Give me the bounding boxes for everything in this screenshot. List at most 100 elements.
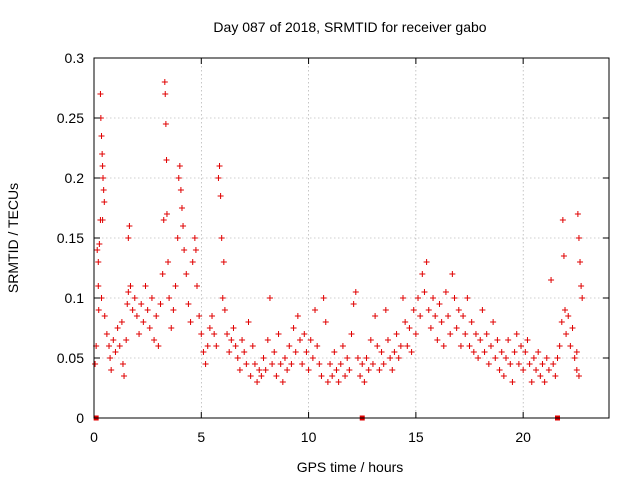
data-point — [157, 301, 164, 307]
data-point — [176, 163, 183, 169]
data-point — [260, 355, 267, 361]
data-point — [481, 349, 488, 355]
data-point — [556, 343, 563, 349]
chart-title: Day 087 of 2018, SRMTID for receiver gab… — [213, 19, 486, 35]
data-point — [451, 295, 458, 301]
data-point — [380, 361, 387, 367]
data-point — [269, 361, 276, 367]
data-point — [110, 337, 117, 343]
data-point — [560, 253, 567, 259]
data-point — [496, 367, 503, 373]
data-point — [419, 271, 426, 277]
grid-layer — [94, 58, 609, 418]
data-point — [447, 331, 454, 337]
data-point — [299, 361, 306, 367]
data-point — [178, 205, 185, 211]
data-point — [382, 307, 389, 313]
data-point — [99, 217, 106, 223]
data-point — [559, 217, 566, 223]
data-point — [389, 367, 396, 373]
data-point — [146, 325, 153, 331]
data-point — [574, 211, 581, 217]
data-point — [136, 331, 143, 337]
data-point — [314, 343, 321, 349]
data-point — [189, 259, 196, 265]
data-point — [348, 331, 355, 337]
data-point — [425, 307, 432, 313]
data-point — [372, 313, 379, 319]
data-point — [400, 295, 406, 301]
data-point — [520, 367, 527, 373]
data-point — [175, 175, 182, 181]
data-point — [95, 259, 102, 265]
data-point — [275, 331, 282, 337]
data-point — [384, 337, 391, 343]
data-point — [558, 319, 565, 325]
data-point — [573, 349, 580, 355]
data-point — [281, 355, 288, 361]
data-point — [554, 355, 561, 361]
data-point — [243, 361, 250, 367]
data-point — [548, 277, 555, 283]
data-point — [397, 343, 404, 349]
data-point — [98, 133, 105, 139]
data-point — [541, 379, 548, 385]
data-point — [457, 343, 464, 349]
data-point — [498, 349, 505, 355]
data-point — [202, 361, 209, 367]
data-point — [279, 379, 286, 385]
data-point — [309, 355, 316, 361]
data-point — [346, 367, 353, 373]
data-point — [256, 367, 263, 373]
data-point — [526, 361, 533, 367]
data-point — [290, 325, 297, 331]
data-point — [303, 349, 310, 355]
data-point — [251, 361, 258, 367]
x-tick-label: 20 — [515, 429, 531, 445]
data-point — [266, 295, 273, 301]
data-point — [453, 325, 460, 331]
data-point — [262, 367, 269, 373]
data-point — [174, 235, 181, 241]
data-point — [339, 343, 346, 349]
data-point — [301, 331, 308, 337]
x-tick-label: 10 — [301, 429, 317, 445]
data-point — [312, 307, 319, 313]
data-point — [159, 271, 166, 277]
data-point — [518, 343, 525, 349]
data-point — [118, 319, 125, 325]
data-point — [194, 283, 200, 289]
data-point — [106, 343, 113, 349]
data-point — [249, 343, 256, 349]
y-tick-label: 0.15 — [57, 230, 84, 246]
data-point — [101, 313, 108, 319]
data-point — [550, 361, 557, 367]
y-tick-label: 0.25 — [57, 110, 84, 126]
data-point — [449, 271, 456, 277]
data-point — [337, 361, 344, 367]
x-tick-label: 0 — [90, 429, 98, 445]
data-point — [494, 337, 501, 343]
data-point — [191, 235, 198, 241]
data-point — [95, 307, 102, 313]
data-point — [436, 301, 443, 307]
data-point — [264, 337, 271, 343]
data-point — [320, 295, 327, 301]
data-point — [138, 301, 145, 307]
data-point — [507, 361, 514, 367]
data-point — [524, 337, 531, 343]
data-point — [180, 223, 187, 229]
data-point — [163, 157, 170, 163]
data-point — [530, 355, 537, 361]
data-point — [284, 367, 291, 373]
data-point — [273, 373, 280, 379]
data-point — [234, 355, 241, 361]
data-point — [114, 325, 121, 331]
data-point — [318, 373, 325, 379]
data-point — [468, 319, 475, 325]
x-tick-label: 15 — [408, 429, 424, 445]
data-point — [200, 349, 207, 355]
data-point — [116, 343, 123, 349]
y-tick-label: 0.2 — [65, 170, 85, 186]
data-point — [575, 235, 582, 241]
